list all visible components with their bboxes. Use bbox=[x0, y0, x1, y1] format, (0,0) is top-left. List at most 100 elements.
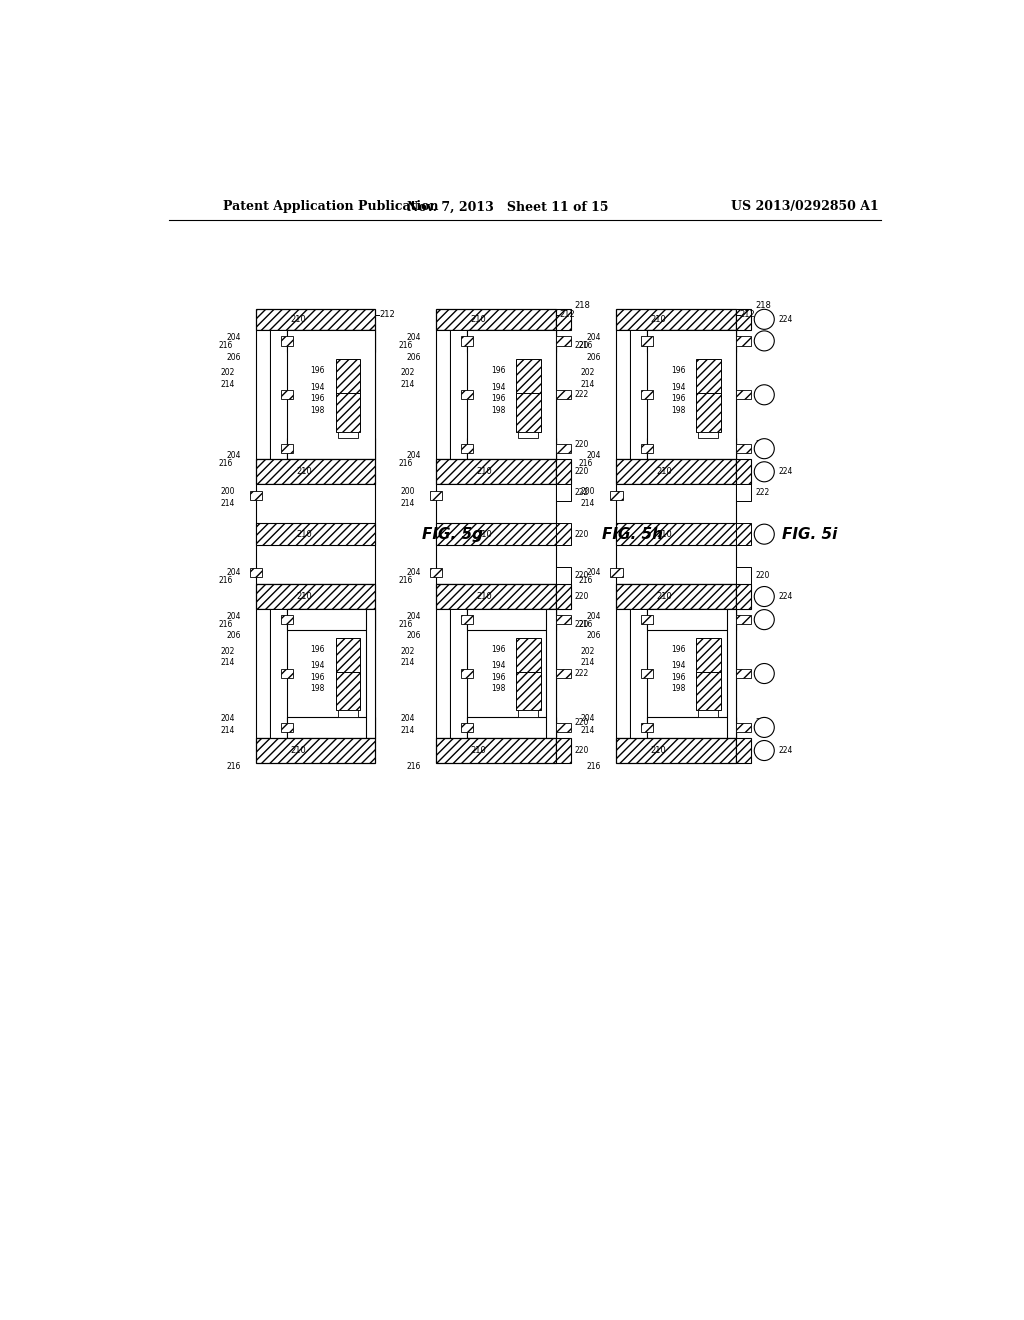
Text: 202: 202 bbox=[581, 368, 595, 378]
Bar bbox=[547, 609, 556, 738]
Circle shape bbox=[755, 331, 774, 351]
Bar bbox=[647, 609, 736, 738]
Text: 216: 216 bbox=[398, 576, 413, 585]
Bar bbox=[270, 330, 287, 346]
Bar bbox=[250, 568, 262, 577]
Text: 204: 204 bbox=[587, 612, 601, 620]
Text: 220: 220 bbox=[755, 620, 769, 628]
Bar bbox=[467, 330, 556, 459]
Text: 206: 206 bbox=[407, 631, 421, 640]
Bar bbox=[436, 459, 556, 484]
Bar bbox=[338, 432, 357, 438]
Bar bbox=[461, 723, 473, 733]
Text: 206: 206 bbox=[587, 352, 601, 362]
Text: 198: 198 bbox=[310, 405, 325, 414]
Bar bbox=[727, 609, 736, 738]
Circle shape bbox=[755, 586, 774, 607]
Text: 216: 216 bbox=[226, 762, 241, 771]
Text: 220: 220 bbox=[574, 341, 589, 350]
Text: 198: 198 bbox=[310, 685, 325, 693]
Bar bbox=[556, 337, 571, 346]
Bar bbox=[451, 330, 467, 459]
Bar bbox=[736, 524, 752, 545]
Bar bbox=[616, 459, 736, 484]
Bar bbox=[336, 393, 360, 432]
Text: 204: 204 bbox=[226, 334, 241, 342]
Text: 210: 210 bbox=[476, 593, 492, 601]
Text: 220: 220 bbox=[755, 746, 769, 755]
Bar bbox=[461, 337, 473, 346]
Text: 224: 224 bbox=[778, 315, 793, 323]
Text: 214: 214 bbox=[400, 499, 415, 508]
Text: 224: 224 bbox=[778, 593, 793, 601]
Text: 220: 220 bbox=[574, 440, 589, 449]
Text: 212: 212 bbox=[559, 310, 575, 319]
Bar bbox=[338, 677, 357, 682]
Text: 206: 206 bbox=[226, 352, 241, 362]
Bar bbox=[467, 330, 556, 351]
Text: 210: 210 bbox=[290, 746, 306, 755]
Bar bbox=[547, 330, 556, 459]
Text: 204: 204 bbox=[587, 334, 601, 342]
Bar bbox=[256, 459, 376, 484]
Circle shape bbox=[755, 524, 774, 544]
Text: 194: 194 bbox=[490, 383, 505, 392]
Bar bbox=[467, 609, 556, 738]
Bar bbox=[736, 568, 752, 585]
Bar bbox=[461, 444, 473, 453]
Bar bbox=[287, 717, 376, 738]
Bar bbox=[641, 669, 653, 678]
Text: 210: 210 bbox=[296, 593, 311, 601]
Text: 216: 216 bbox=[579, 576, 593, 585]
Bar bbox=[556, 568, 571, 585]
Text: 220: 220 bbox=[755, 341, 769, 350]
Bar bbox=[641, 337, 653, 346]
Bar bbox=[727, 330, 736, 459]
Circle shape bbox=[755, 462, 774, 482]
Text: 196: 196 bbox=[671, 395, 685, 403]
Bar bbox=[287, 609, 376, 631]
Bar bbox=[616, 738, 736, 763]
Bar bbox=[616, 609, 631, 738]
Text: 202: 202 bbox=[220, 368, 234, 378]
Text: 224: 224 bbox=[778, 746, 793, 755]
Text: 216: 216 bbox=[579, 620, 593, 628]
Text: 204: 204 bbox=[581, 714, 595, 723]
Text: 224: 224 bbox=[778, 467, 793, 477]
Bar bbox=[556, 738, 571, 763]
Bar bbox=[336, 638, 360, 677]
Text: 214: 214 bbox=[400, 726, 415, 735]
Bar bbox=[647, 438, 736, 459]
Bar bbox=[696, 359, 721, 399]
Bar bbox=[367, 609, 376, 738]
Text: 204: 204 bbox=[407, 612, 421, 620]
Bar bbox=[430, 568, 442, 577]
Text: 220: 220 bbox=[574, 718, 589, 727]
Text: 216: 216 bbox=[218, 341, 233, 350]
Bar bbox=[287, 609, 376, 738]
Bar bbox=[436, 738, 556, 763]
Bar bbox=[616, 309, 736, 330]
Text: 222: 222 bbox=[574, 391, 589, 399]
Bar bbox=[736, 459, 752, 484]
Bar bbox=[518, 677, 538, 682]
Bar bbox=[287, 330, 376, 459]
Bar bbox=[556, 309, 571, 330]
Text: 222: 222 bbox=[755, 669, 769, 678]
Text: 216: 216 bbox=[218, 620, 233, 628]
Bar bbox=[647, 330, 736, 351]
Text: 194: 194 bbox=[671, 661, 685, 671]
Text: Nov. 7, 2013   Sheet 11 of 15: Nov. 7, 2013 Sheet 11 of 15 bbox=[408, 201, 608, 214]
Bar bbox=[436, 524, 556, 545]
Circle shape bbox=[755, 741, 774, 760]
Text: 196: 196 bbox=[490, 395, 505, 403]
Text: 214: 214 bbox=[220, 380, 234, 388]
Bar bbox=[281, 615, 293, 624]
Text: 216: 216 bbox=[398, 620, 413, 628]
Bar bbox=[281, 669, 293, 678]
Circle shape bbox=[755, 438, 774, 459]
Text: 210: 210 bbox=[650, 746, 666, 755]
Bar bbox=[281, 391, 293, 400]
Text: 198: 198 bbox=[671, 405, 685, 414]
Bar bbox=[736, 444, 752, 453]
